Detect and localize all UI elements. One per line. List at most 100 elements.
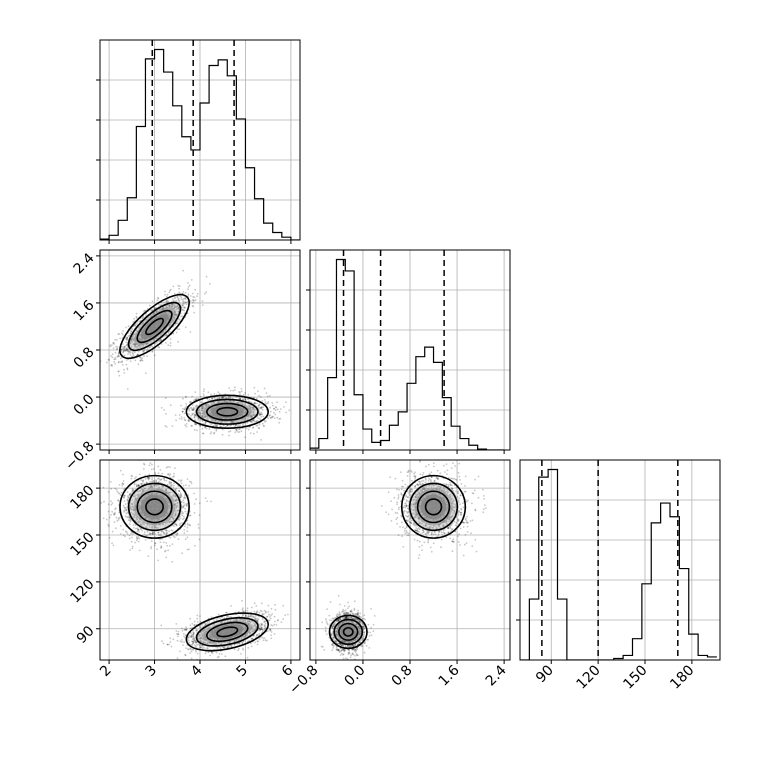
sample-point: [183, 408, 186, 411]
sample-point: [206, 500, 209, 503]
sample-point: [197, 409, 200, 412]
sample-point: [149, 486, 152, 489]
sample-point: [239, 393, 241, 396]
sample-point: [174, 536, 176, 539]
sample-point: [190, 482, 193, 485]
sample-point: [151, 463, 153, 466]
sample-point: [273, 407, 275, 410]
sample-point: [189, 524, 192, 527]
sample-point: [263, 420, 266, 423]
sample-point: [213, 401, 216, 404]
contour-line: [206, 402, 249, 421]
sample-point: [184, 538, 187, 541]
sample-point: [191, 409, 194, 411]
sample-point: [192, 305, 195, 308]
sample-point: [129, 342, 132, 345]
y-tick-label: 180: [67, 482, 97, 512]
sample-point: [123, 506, 126, 509]
sample-point: [156, 299, 159, 302]
sample-point: [133, 483, 136, 486]
sample-point: [137, 484, 140, 487]
sample-point: [171, 484, 174, 486]
sample-point: [138, 473, 141, 476]
sample-point: [285, 401, 287, 404]
sample-point: [180, 479, 183, 481]
sample-point: [192, 301, 194, 304]
sample-point: [209, 654, 212, 657]
sample-point: [176, 295, 179, 298]
sample-point: [183, 504, 186, 506]
sample-point: [132, 352, 134, 355]
sample-point: [168, 305, 171, 308]
sample-point: [239, 391, 242, 393]
sample-point: [127, 515, 130, 518]
sample-point: [163, 409, 166, 411]
sample-point: [269, 410, 272, 413]
sample-point: [127, 335, 130, 338]
sample-point: [134, 359, 137, 362]
sample-point: [216, 425, 218, 427]
sample-point: [169, 342, 172, 344]
sample-point: [233, 421, 236, 424]
sample-point: [146, 348, 149, 350]
sample-point: [181, 418, 183, 420]
sample-point: [256, 402, 258, 405]
sample-point: [120, 357, 122, 360]
sample-point: [165, 426, 168, 428]
sample-point: [163, 532, 165, 535]
sample-point: [187, 293, 190, 296]
sample-point: [185, 423, 188, 425]
sample-point: [145, 481, 148, 484]
sample-point: [125, 338, 128, 341]
sample-point: [187, 524, 190, 526]
sample-point: [252, 411, 255, 413]
sample-point: [171, 520, 174, 523]
sample-point: [188, 420, 191, 422]
sample-point: [116, 490, 119, 493]
sample-point: [131, 503, 134, 506]
sample-point: [201, 409, 203, 412]
sample-point: [148, 346, 150, 349]
sample-point: [123, 372, 126, 374]
sample-point: [125, 508, 127, 511]
sample-point: [275, 406, 278, 409]
sample-point: [159, 308, 161, 311]
sample-point: [175, 307, 178, 310]
sample-point: [205, 403, 208, 406]
sample-point: [251, 410, 254, 413]
sample-point: [123, 494, 126, 497]
sample-point: [163, 477, 166, 480]
sample-point: [163, 479, 166, 482]
sample-point: [125, 338, 128, 341]
sample-point: [183, 306, 186, 309]
sample-point: [118, 484, 121, 486]
sample-point: [143, 487, 146, 490]
sample-point: [130, 477, 133, 480]
sample-point: [102, 517, 105, 520]
sample-point: [170, 304, 172, 307]
sample-point: [143, 488, 146, 490]
sample-point: [191, 425, 193, 427]
sample-point: [184, 419, 187, 421]
sample-point: [135, 316, 138, 319]
sample-point: [126, 348, 129, 351]
sample-point: [221, 428, 224, 431]
sample-point: [260, 415, 263, 418]
sample-point: [138, 531, 141, 533]
sample-point: [128, 534, 131, 537]
density-fill: [133, 307, 176, 346]
sample-point: [160, 338, 163, 341]
sample-point: [173, 475, 175, 478]
sample-point: [153, 526, 156, 528]
sample-point: [190, 414, 192, 417]
sample-point: [138, 484, 141, 487]
sample-point: [117, 333, 120, 335]
sample-point: [227, 430, 230, 433]
sample-point: [137, 326, 140, 329]
sample-point: [164, 334, 167, 337]
sample-point: [150, 547, 153, 550]
sample-point: [151, 350, 154, 353]
y-tick-label: −0.8: [62, 438, 97, 473]
sample-point: [182, 518, 184, 521]
sample-point: [199, 424, 202, 427]
